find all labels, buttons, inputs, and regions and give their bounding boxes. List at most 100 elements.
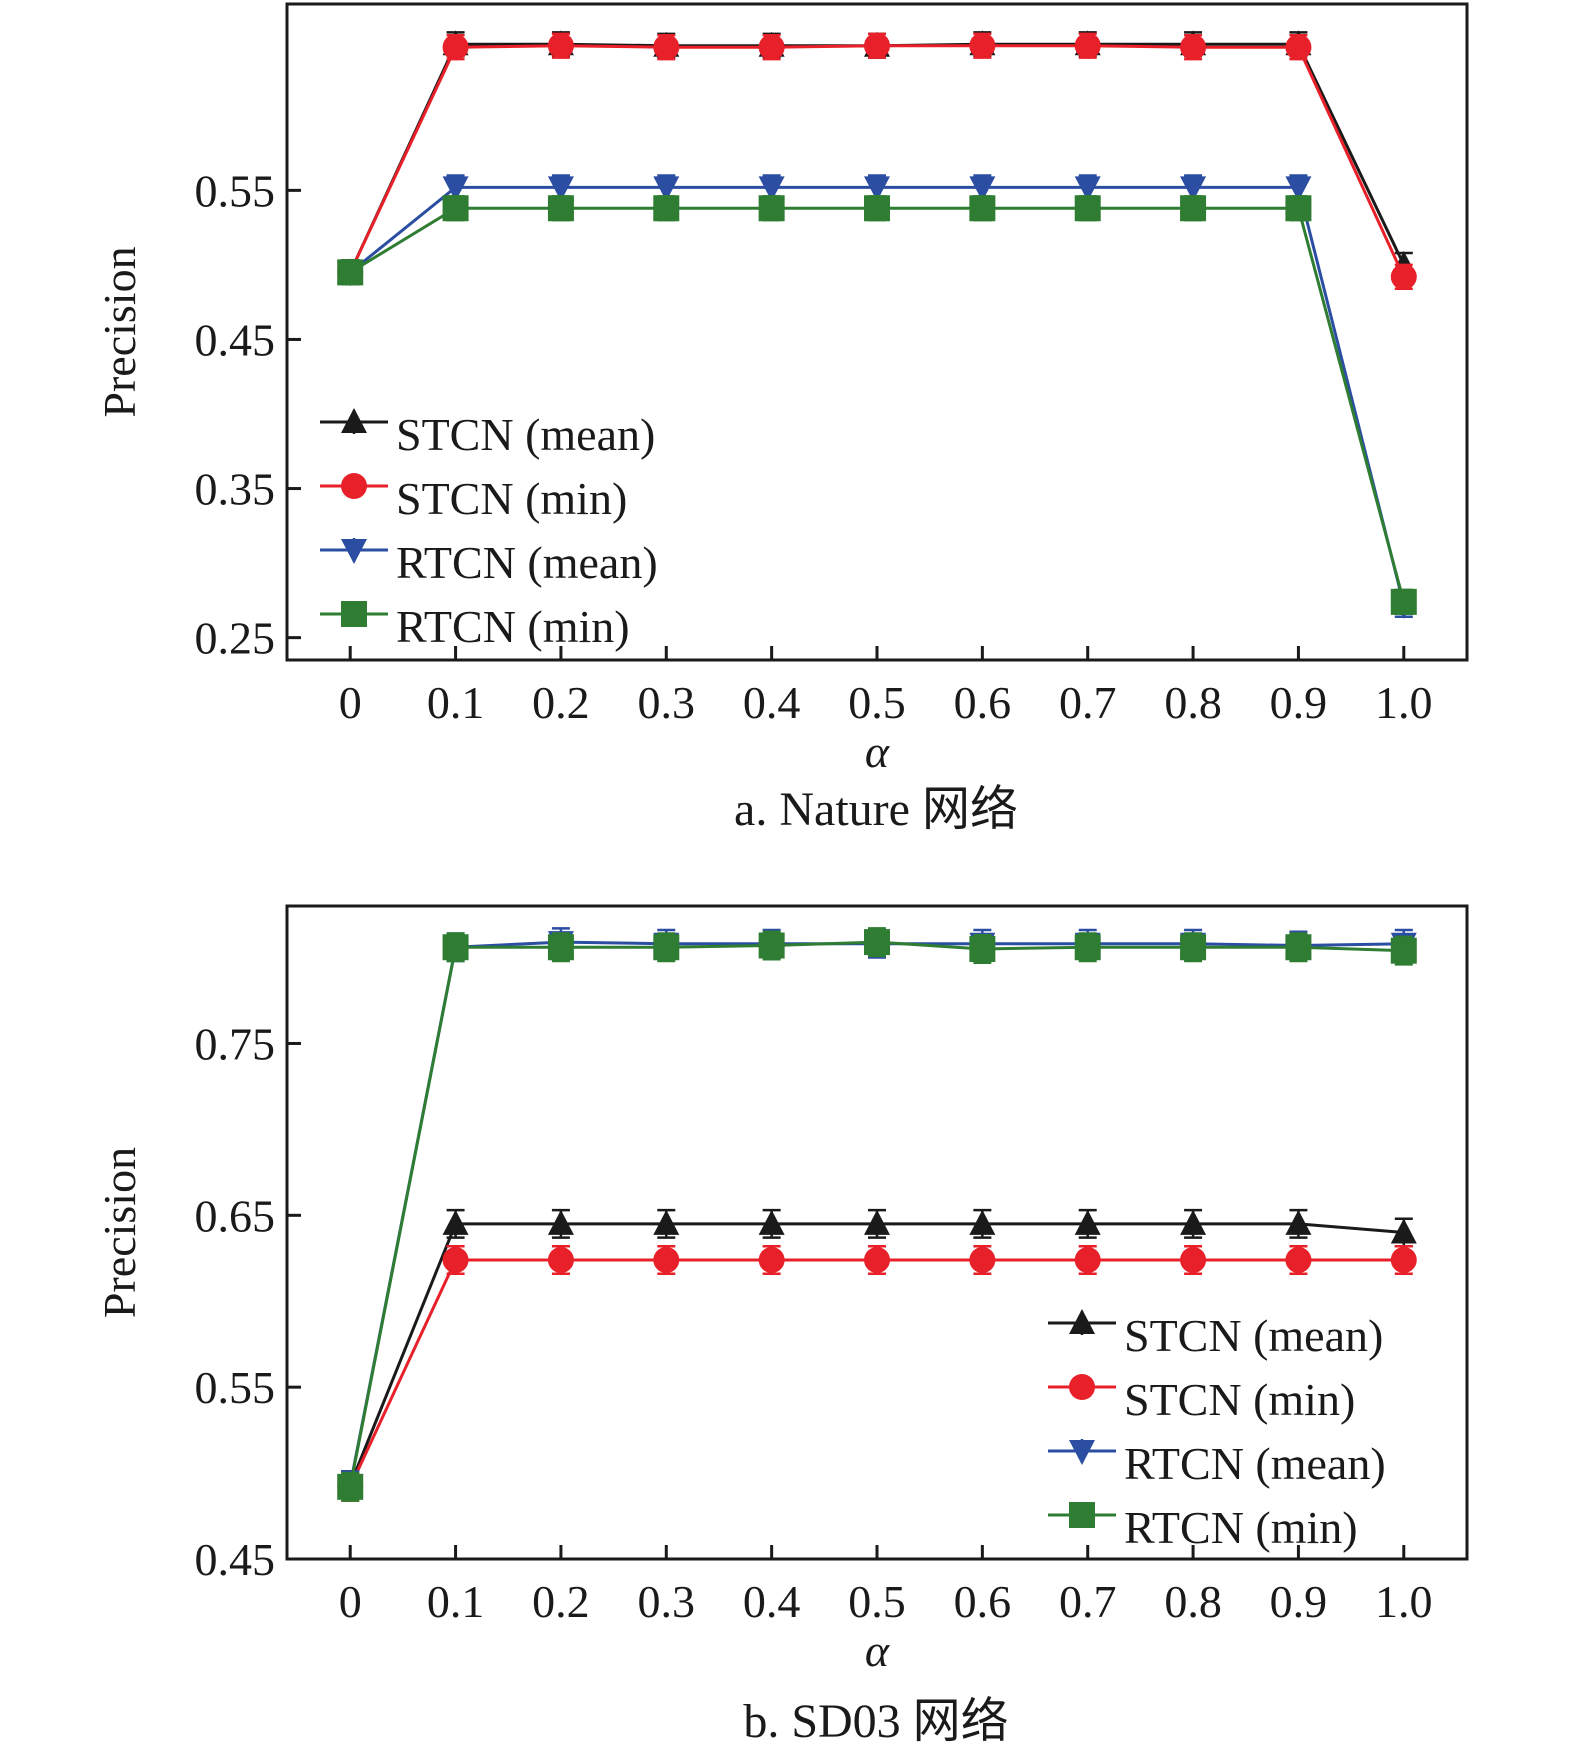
y-tick-label: 0.55 (195, 1362, 276, 1413)
series-line (348, 42, 1406, 273)
data-point (547, 32, 574, 59)
legend: STCN (mean) STCN (min) RTCN (mean) RTCN (mi… (320, 408, 658, 652)
data-point (653, 176, 680, 202)
legend-label: STCN (min) (1124, 1374, 1355, 1425)
data-point (653, 195, 680, 222)
y-axis-title: Precision (94, 246, 145, 417)
x-tick-label: 0.7 (1059, 677, 1117, 728)
x-tick-label: 0.8 (1164, 677, 1222, 728)
data-point (1074, 32, 1101, 59)
data-point (1285, 176, 1312, 202)
data-point (969, 195, 996, 222)
chart-b: b. SD03 网络 0.45 0.55 0.65 0.75 0 0.1 0.2 0.3 0.4… (94, 904, 1469, 1744)
data-point (653, 34, 680, 61)
data-point (1074, 1209, 1101, 1235)
chart-a: a. Nature 网络 0.25 0.35 0.45 0.55 0 0.1 0.2 0.3 0… (94, 2, 1469, 836)
data-point (547, 1246, 574, 1273)
data-point (969, 1246, 996, 1273)
y-tick-label: 0.65 (195, 1190, 276, 1241)
data-point (653, 934, 680, 961)
x-tick-label: 0.5 (848, 1576, 906, 1627)
y-tick-label: 0.45 (195, 1534, 276, 1585)
legend-marker (341, 539, 367, 564)
data-point (864, 176, 890, 202)
data-point (758, 34, 785, 61)
x-tick-label: 0.1 (427, 1576, 485, 1627)
data-point (864, 1209, 890, 1235)
data-point (547, 934, 574, 961)
data-point (547, 195, 574, 222)
x-tick-label: 0.1 (427, 677, 485, 728)
x-tick-label: 0.3 (638, 1576, 696, 1627)
legend-label: RTCN (min) (1124, 1502, 1358, 1553)
x-tick-label: 0.5 (848, 677, 906, 728)
x-axis-title: α (865, 726, 890, 777)
data-point (1390, 1246, 1417, 1273)
x-tick-label: 0.4 (743, 1576, 801, 1627)
x-tick-label: 0 (339, 677, 362, 728)
data-point (1285, 934, 1312, 961)
legend-label: RTCN (mean) (396, 537, 658, 588)
x-tick-label: 0.6 (954, 1576, 1012, 1627)
caption-a: a. Nature 网络 (734, 783, 1018, 836)
legend-marker (1069, 1502, 1095, 1528)
legend-label: STCN (min) (396, 473, 627, 524)
legend-label: STCN (mean) (396, 409, 655, 460)
x-tick-label: 0.9 (1270, 1576, 1328, 1627)
data-point (1180, 1246, 1207, 1273)
data-point (758, 176, 785, 202)
x-tick-label: 0.7 (1059, 1576, 1117, 1627)
data-point (442, 34, 469, 61)
caption-b: b. SD03 网络 (743, 1695, 1008, 1744)
data-point (969, 176, 996, 202)
data-point (1390, 263, 1417, 290)
y-tick-label: 0.55 (195, 165, 276, 216)
data-point (1180, 176, 1207, 202)
legend-marker (341, 408, 367, 433)
x-tick-label: 0 (339, 1576, 362, 1627)
series-stcn-min (337, 32, 1417, 291)
data-point (1180, 1209, 1207, 1235)
data-point (969, 32, 996, 59)
data-point (1180, 195, 1207, 222)
x-tick-label: 0.4 (743, 677, 801, 728)
data-point (969, 1209, 996, 1235)
x-axis-title: α (865, 1625, 890, 1676)
x-tick-label: 0.2 (532, 1576, 590, 1627)
data-point (864, 1246, 890, 1273)
data-point (758, 1209, 785, 1235)
legend: STCN (mean) STCN (min) RTCN (mean) RTCN (mi… (1048, 1309, 1386, 1553)
legend-marker (341, 601, 367, 627)
data-point (1390, 1218, 1417, 1244)
x-tick-label: 0.3 (638, 677, 696, 728)
legend-marker (341, 473, 367, 499)
data-point (442, 934, 469, 961)
x-tick-label: 1.0 (1375, 1576, 1433, 1627)
data-point (1074, 176, 1101, 202)
data-point (547, 1209, 574, 1235)
data-point (442, 176, 469, 202)
data-point (1285, 195, 1312, 222)
data-point (1285, 1209, 1312, 1235)
data-point (758, 195, 785, 222)
legend-label: STCN (mean) (1124, 1310, 1383, 1361)
data-point (1180, 934, 1207, 961)
data-point (1074, 934, 1101, 961)
data-point (653, 1246, 680, 1273)
data-point (864, 929, 890, 956)
data-point (337, 259, 364, 286)
data-point (758, 1246, 785, 1273)
data-point (1074, 1246, 1101, 1273)
x-tick-label: 1.0 (1375, 677, 1433, 728)
y-tick-label: 0.25 (195, 613, 276, 664)
data-point (337, 1473, 364, 1500)
data-point (1390, 937, 1417, 964)
y-tick-label: 0.35 (195, 464, 276, 515)
x-tick-label: 0.9 (1270, 677, 1328, 728)
data-point (864, 195, 890, 222)
data-point (1285, 34, 1312, 61)
y-axis-title: Precision (94, 1147, 145, 1318)
series-rtcn-min (337, 195, 1417, 616)
data-point (547, 176, 574, 202)
